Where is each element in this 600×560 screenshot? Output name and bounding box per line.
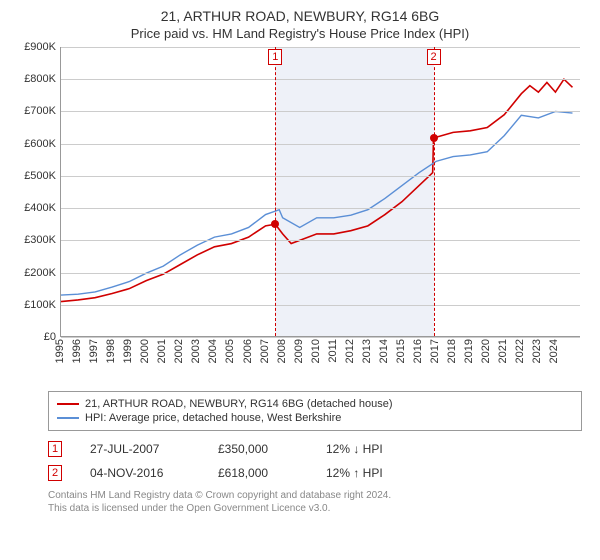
gridline: [61, 208, 580, 209]
footer-line-2: This data is licensed under the Open Gov…: [48, 502, 582, 515]
y-tick-label: £900K: [24, 41, 56, 53]
y-tick-label: £600K: [24, 138, 56, 150]
gridline: [61, 111, 580, 112]
x-tick-label: 2006: [242, 339, 254, 363]
legend-label: 21, ARTHUR ROAD, NEWBURY, RG14 6BG (deta…: [85, 398, 393, 410]
chart: £0£100K£200K£300K£400K£500K£600K£700K£80…: [10, 47, 590, 387]
legend-row: 21, ARTHUR ROAD, NEWBURY, RG14 6BG (deta…: [57, 398, 573, 410]
x-tick-label: 2013: [361, 339, 373, 363]
marker-vline: [434, 47, 435, 336]
plot-area: 12: [60, 47, 580, 337]
x-tick-label: 2016: [412, 339, 424, 363]
legend-row: HPI: Average price, detached house, West…: [57, 412, 573, 424]
x-tick-label: 2002: [173, 339, 185, 363]
y-tick-label: £100K: [24, 299, 56, 311]
gridline: [61, 144, 580, 145]
x-tick-label: 2000: [139, 339, 151, 363]
y-tick-label: £400K: [24, 202, 56, 214]
x-tick-label: 2009: [293, 339, 305, 363]
marker-number: 1: [268, 49, 282, 65]
y-tick-label: £300K: [24, 234, 56, 246]
x-tick-label: 2008: [276, 339, 288, 363]
x-tick-label: 2022: [514, 339, 526, 363]
titles: 21, ARTHUR ROAD, NEWBURY, RG14 6BG Price…: [0, 0, 600, 41]
x-axis: 1995199619971998199920002001200220032004…: [60, 339, 580, 387]
x-tick-label: 1999: [122, 339, 134, 363]
x-tick-label: 2010: [310, 339, 322, 363]
y-tick-label: £800K: [24, 73, 56, 85]
marker-vline: [275, 47, 276, 336]
footer: Contains HM Land Registry data © Crown c…: [48, 489, 582, 515]
x-tick-label: 2018: [446, 339, 458, 363]
x-tick-label: 2014: [378, 339, 390, 363]
legend-swatch: [57, 403, 79, 405]
title-sub: Price paid vs. HM Land Registry's House …: [0, 26, 600, 41]
x-tick-label: 2011: [327, 339, 339, 363]
x-tick-label: 2004: [207, 339, 219, 363]
gridline: [61, 176, 580, 177]
y-tick-label: £200K: [24, 267, 56, 279]
x-tick-label: 2019: [463, 339, 475, 363]
sale-date: 27-JUL-2007: [90, 442, 190, 456]
gridline: [61, 273, 580, 274]
sales-table: 1 27-JUL-2007 £350,000 12% ↓ HPI 2 04-NOV-201…: [48, 437, 582, 485]
sale-price: £618,000: [218, 466, 298, 480]
x-tick-label: 2020: [480, 339, 492, 363]
x-tick-label: 2023: [531, 339, 543, 363]
sale-price: £350,000: [218, 442, 298, 456]
series-hpi: [61, 111, 572, 295]
series-price_paid: [61, 79, 572, 301]
gridline: [61, 47, 580, 48]
legend-label: HPI: Average price, detached house, West…: [85, 412, 341, 424]
x-tick-label: 2003: [190, 339, 202, 363]
gridline: [61, 337, 580, 338]
sale-pct: 12% ↓ HPI: [326, 442, 436, 456]
gridline: [61, 79, 580, 80]
x-tick-label: 2021: [497, 339, 509, 363]
sale-number: 2: [48, 465, 62, 481]
gridline: [61, 305, 580, 306]
sale-number: 1: [48, 441, 62, 457]
x-tick-label: 2007: [259, 339, 271, 363]
y-tick-label: £700K: [24, 105, 56, 117]
marker-number: 2: [427, 49, 441, 65]
sale-date: 04-NOV-2016: [90, 466, 190, 480]
legend: 21, ARTHUR ROAD, NEWBURY, RG14 6BG (deta…: [48, 391, 582, 431]
footer-line-1: Contains HM Land Registry data © Crown c…: [48, 489, 582, 502]
y-tick-label: £500K: [24, 170, 56, 182]
series-svg: [61, 47, 581, 337]
x-tick-label: 2001: [156, 339, 168, 363]
y-axis: £0£100K£200K£300K£400K£500K£600K£700K£80…: [10, 47, 60, 337]
x-tick-label: 1995: [54, 339, 66, 363]
x-tick-label: 1997: [88, 339, 100, 363]
x-tick-label: 2015: [395, 339, 407, 363]
x-tick-label: 2005: [224, 339, 236, 363]
x-tick-label: 2017: [429, 339, 441, 363]
marker-dot: [271, 220, 279, 228]
gridline: [61, 240, 580, 241]
x-tick-label: 1998: [105, 339, 117, 363]
marker-dot: [430, 134, 438, 142]
sale-row: 2 04-NOV-2016 £618,000 12% ↑ HPI: [48, 461, 582, 485]
x-tick-label: 1996: [71, 339, 83, 363]
x-tick-label: 2024: [548, 339, 560, 363]
title-main: 21, ARTHUR ROAD, NEWBURY, RG14 6BG: [0, 8, 600, 24]
x-tick-label: 2012: [344, 339, 356, 363]
sale-row: 1 27-JUL-2007 £350,000 12% ↓ HPI: [48, 437, 582, 461]
legend-swatch: [57, 417, 79, 419]
sale-pct: 12% ↑ HPI: [326, 466, 436, 480]
